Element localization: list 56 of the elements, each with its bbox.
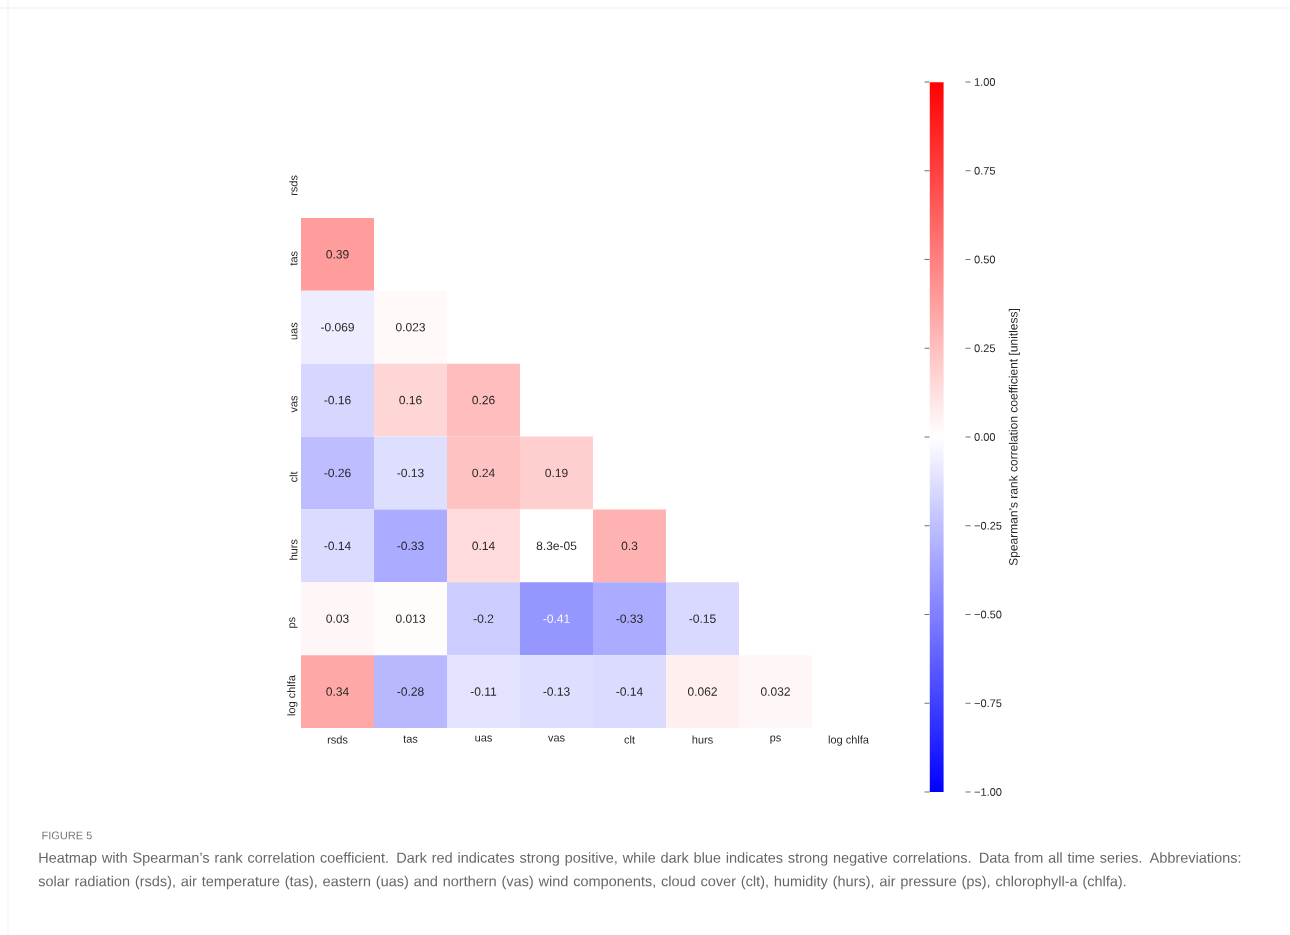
y-tick-label: hurs xyxy=(289,539,298,560)
x-tick-label: uas xyxy=(475,735,492,742)
data-label: 0.14 xyxy=(472,541,495,551)
data-label: 0.032 xyxy=(760,687,790,696)
data-label: 0.023 xyxy=(395,322,425,332)
x-tick-label: clt xyxy=(624,735,635,744)
color-bar-label: 1.00 xyxy=(974,78,996,86)
y-tick-label: clt xyxy=(289,471,298,482)
data-label: -0.069 xyxy=(321,322,354,332)
data-label: -0.33 xyxy=(616,614,643,623)
color-bar-label: −0.50 xyxy=(974,610,1002,619)
data-label: 0.03 xyxy=(326,614,349,623)
y-tick-label: tas xyxy=(290,251,298,266)
data-label: 0.39 xyxy=(326,250,349,259)
data-label: -0.28 xyxy=(397,687,424,696)
x-tick-label: rsds xyxy=(327,735,348,744)
data-label: -0.26 xyxy=(324,468,351,478)
data-label: 0.16 xyxy=(399,395,422,405)
data-label: -0.41 xyxy=(543,614,570,623)
x-tick-label: tas xyxy=(403,735,418,743)
y-tick-label: rsds xyxy=(289,175,298,196)
y-tick-label: vas xyxy=(291,395,298,413)
x-tick-label: ps xyxy=(770,735,781,744)
data-label: -0.2 xyxy=(473,614,494,623)
data-label: -0.14 xyxy=(324,541,351,551)
data-label: 0.34 xyxy=(326,687,349,696)
data-label: -0.13 xyxy=(397,468,424,478)
y-tick-label: log chlfa xyxy=(287,675,298,716)
color-bar-label: −0.75 xyxy=(974,699,1002,708)
color-bar-label: 0.75 xyxy=(974,166,996,175)
y-tick-label: uas xyxy=(291,322,298,340)
data-label: -0.14 xyxy=(616,687,643,696)
data-label: -0.33 xyxy=(397,541,424,551)
data-label: 8.3e-05 xyxy=(536,541,577,551)
data-label: -0.11 xyxy=(470,687,497,696)
data-label: 0.013 xyxy=(395,614,425,623)
x-tick-label: hurs xyxy=(692,735,713,744)
data-label: 0.3 xyxy=(621,541,638,551)
data-label: -0.15 xyxy=(689,614,716,623)
data-label: 0.062 xyxy=(687,687,717,696)
data-label: -0.16 xyxy=(324,395,351,405)
caption: FIGURE 5 xyxy=(42,831,92,840)
color-bar-label: 0.00 xyxy=(974,433,996,441)
x-tick-label: vas xyxy=(547,735,565,742)
y-tick-label: ps xyxy=(289,617,298,628)
color-bar-label: −1.00 xyxy=(974,788,1002,796)
text: Heatmap with Spearman’s rank correlation coefficient. Dark red indicates strong positive, while dark blue indicates strong negative correlations. Data from all time series. Abbreviations: solar radiation (rsds), air temperature (tas), eastern (uas) and northern (vas) wind components, cloud cover (clt), humidity (hurs), air pressure (ps), chlorophyll-a (chlfa). xyxy=(38,852,1241,890)
color-bar-label: 0.50 xyxy=(974,255,996,264)
color-bar-title: Spearman’s rank correlation coefficient [unitless] xyxy=(1008,309,1020,566)
data-label: 0.26 xyxy=(472,395,495,405)
x-tick-label: log chlfa xyxy=(828,735,869,746)
color-bar-label: −0.25 xyxy=(974,521,1002,530)
color-bar-label: 0.25 xyxy=(974,344,996,353)
data-label: 0.19 xyxy=(545,468,568,478)
data-label: -0.13 xyxy=(543,687,570,696)
data-label: 0.24 xyxy=(472,468,495,478)
